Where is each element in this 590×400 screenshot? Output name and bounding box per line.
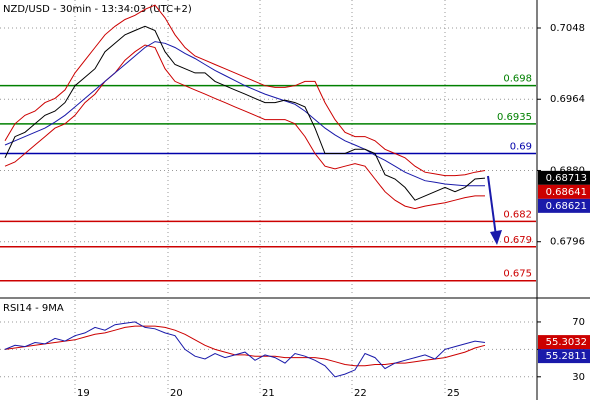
series-line (4, 325, 486, 367)
price-badge (538, 335, 590, 350)
indicator-title: RSI14 - 9MA (3, 303, 64, 314)
level-label: 0.675 (503, 269, 532, 280)
series-line (4, 41, 485, 187)
price-badge (538, 349, 590, 364)
level-label: 0.6935 (497, 112, 532, 123)
x-tick-label: 21 (262, 388, 275, 399)
price-badge-label: 55.3032 (546, 337, 587, 348)
y-tick-label: 0.6796 (550, 237, 585, 248)
price-badge (538, 184, 590, 199)
arrow-head (490, 230, 502, 245)
x-tick-label: 25 (447, 388, 460, 399)
series-line (4, 4, 486, 177)
level-label: 0.69 (510, 142, 532, 153)
price-badge-label: 0.68641 (546, 187, 587, 198)
forecast-arrow (487, 175, 502, 245)
series-line (4, 25, 486, 201)
price-badge (538, 170, 590, 185)
series-line (4, 44, 485, 210)
level-label: 0.698 (503, 74, 532, 85)
chart-title: NZD/USD - 30min - 13:34:03 (UTC+2) (3, 4, 192, 15)
price-badge-label: 0.68713 (546, 173, 587, 184)
series-line (4, 321, 486, 378)
arrow-shaft (487, 175, 497, 237)
y-tick-label: 0.7048 (550, 23, 585, 34)
x-tick-label: 20 (170, 388, 183, 399)
level-label: 0.682 (503, 209, 532, 220)
price-badge-label: 0.68621 (546, 201, 587, 212)
y-tick-label: 0.6964 (550, 94, 585, 105)
price-badge-label: 55.2811 (546, 351, 587, 362)
y-tick-label: 30 (572, 372, 585, 383)
level-label: 0.679 (503, 235, 532, 246)
x-tick-label: 22 (354, 388, 367, 399)
x-tick-label: 19 (77, 388, 90, 399)
price-badge (538, 198, 590, 213)
y-tick-label: 70 (572, 317, 585, 328)
